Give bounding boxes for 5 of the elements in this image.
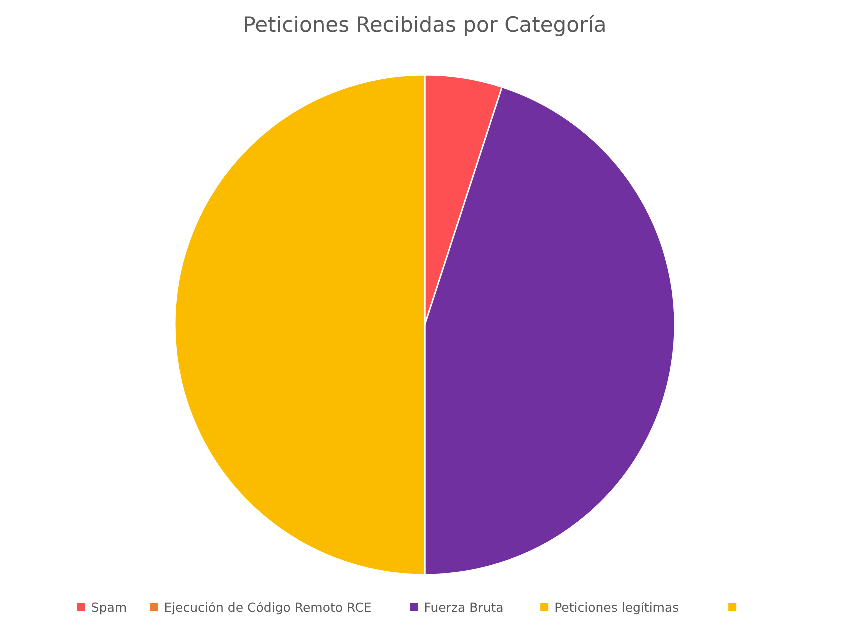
legend-label: Ejecución de Código Remoto RCE — [164, 600, 372, 615]
legend-label: Spam — [91, 600, 128, 615]
legend-label: Fuerza Bruta — [424, 600, 504, 615]
legend-label: Peticiones legítimas — [554, 600, 680, 615]
chart-title: Peticiones Recibidas por Categoría — [243, 13, 607, 37]
